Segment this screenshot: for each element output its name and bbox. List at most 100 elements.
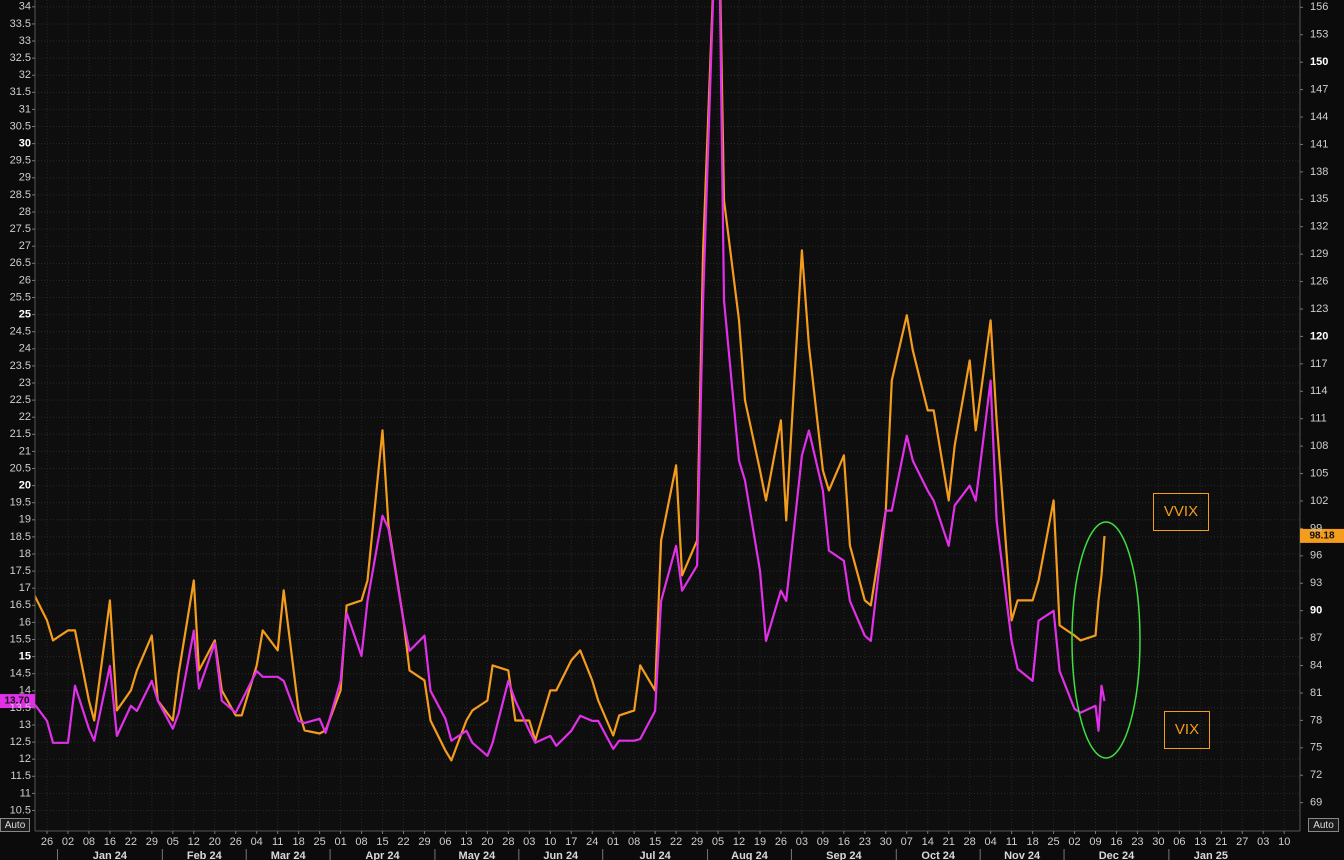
x-tick-label: 15 [649,836,661,848]
y2-tick-label: 90 [1310,605,1322,617]
month-label: Aug 24 [731,850,769,860]
y-tick-label: 28.5 [10,189,31,201]
x-tick-label: 28 [502,836,514,848]
y2-tick-label: 99 [1310,522,1322,534]
y-tick-label: 31.5 [10,86,31,98]
x-tick-label: 22 [397,836,409,848]
y-tick-label: 34 [19,1,31,13]
x-tick-label: 11 [272,836,283,848]
y2-tick-label: 138 [1310,166,1328,178]
x-tick-label: 16 [838,836,850,848]
x-tick-label: 04 [985,836,997,848]
y-tick-label: 18 [19,548,31,560]
last-value-tags: 98.18 13.70 [0,528,1344,709]
y2-tick-label: 78 [1310,714,1322,726]
x-tick-label: 26 [230,836,242,848]
x-tick-label: 02 [62,836,74,848]
x-tick-label: 01 [607,836,619,848]
month-label: Jul 24 [640,850,672,860]
y-tick-label: 28 [19,206,31,218]
y-tick-label: 23.5 [10,360,31,372]
y2-tick-label: 87 [1310,632,1322,644]
x-tick-label: 08 [83,836,95,848]
series-line [35,0,1106,757]
grid [35,0,1300,831]
x-tick-label: 09 [817,836,829,848]
x-tick-label: 07 [901,836,913,848]
x-tick-label: 22 [670,836,682,848]
last-value-tag [1300,528,1344,543]
x-tick-label: 30 [1152,836,1164,848]
month-label: Sep 24 [826,850,862,860]
x-tick-label: 28 [964,836,976,848]
x-tick-label: 08 [355,836,367,848]
y2-tick-label: 156 [1310,1,1328,13]
y2-tick-label: 105 [1310,467,1328,479]
y2-tick-label: 135 [1310,193,1328,205]
axis-mode-label[interactable]: Auto [5,820,26,831]
x-tick-label: 06 [1173,836,1185,848]
y2-tick-label: 102 [1310,495,1328,507]
x-tick-label: 03 [523,836,535,848]
x-tick-label: 20 [481,836,493,848]
axis-mode-button[interactable] [0,818,30,832]
y-tick-label: 22.5 [10,394,31,406]
y-tick-label: 13.5 [10,702,31,714]
x-tick-label: 26 [775,836,787,848]
y-tick-label: 16.5 [10,599,31,611]
highlight-ellipse [1071,521,1141,759]
y-tick-label: 32.5 [10,52,31,64]
y-tick-label: 26.5 [10,257,31,269]
y-tick-label: 25.5 [10,291,31,303]
y2-tick-label: 150 [1310,56,1328,68]
x-tick-label: 10 [1278,836,1290,848]
month-label: Mar 24 [271,850,307,860]
x-tick-label: 11 [1006,836,1017,848]
last-value-label: 98.18 [1309,531,1334,542]
month-label: Jan 25 [1194,850,1228,860]
x-tick-label: 03 [1257,836,1269,848]
annotation: VIX [1175,721,1199,738]
x-tick-label: 21 [943,836,955,848]
y-tick-label: 17 [19,582,31,594]
lines [35,0,1106,762]
month-label: Dec 24 [1099,850,1135,860]
y-tick-label: 30 [19,138,31,150]
x-tick-label: 12 [188,836,200,848]
month-label: May 24 [459,850,497,860]
x-tick-label: 06 [439,836,451,848]
y2-tick-label: 117 [1310,358,1328,370]
y-tick-label: 25 [19,309,31,321]
y2-tick-label: 81 [1310,687,1322,699]
y-tick-label: 15.5 [10,633,31,645]
y-tick-label: 29.5 [10,155,31,167]
x-tick-label: 13 [460,836,472,848]
y-tick-label: 24.5 [10,326,31,338]
x-tick-label: 26 [41,836,53,848]
month-label: Nov 24 [1004,850,1041,860]
y-tick-label: 20 [19,480,31,492]
y2-tick-label: 144 [1310,111,1328,123]
y2-tick-label: 123 [1310,303,1328,315]
y-tick-label: 11.5 [10,770,31,782]
y-tick-label: 23 [19,377,31,389]
y-tick-label: 24 [19,343,31,355]
axis-mode-label[interactable]: Auto [1313,820,1334,831]
x-tick-label: 16 [1110,836,1122,848]
x-tick-label: 25 [1047,836,1059,848]
y-tick-label: 31 [19,103,31,115]
x-tick-label: 02 [1068,836,1080,848]
y-tick-label: 32 [19,69,31,81]
y2-tick-label: 120 [1310,330,1328,342]
y2-tick-label: 84 [1310,659,1322,671]
y-tick-label: 27.5 [10,223,31,235]
x-tick-label: 10 [544,836,556,848]
y-tick-label: 12.5 [10,736,31,748]
x-tick-label: 30 [880,836,892,848]
y-tick-label: 26 [19,274,31,286]
month-label: Oct 24 [921,850,956,860]
annotation-box [1164,711,1210,749]
axis-mode-button[interactable] [1308,818,1339,832]
y2-tick-label: 153 [1310,29,1328,41]
